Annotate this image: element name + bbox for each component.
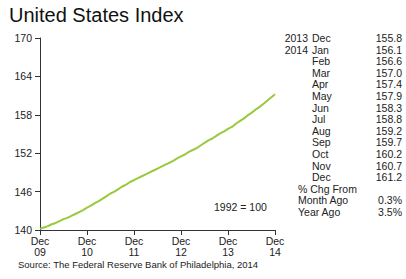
svg-text:146: 146	[14, 186, 32, 198]
svg-text:United States Index: United States Index	[9, 4, 184, 26]
html-text:Apr: Apr	[312, 78, 329, 91]
svg-text:Dec: Dec	[124, 234, 144, 247]
html-text:Month Ago: Month Ago	[298, 194, 349, 207]
svg-text:1992 = 100: 1992 = 100	[214, 201, 267, 213]
html-text:Sep: Sep	[312, 136, 331, 149]
html-text:3.5%: 3.5%	[378, 205, 402, 218]
svg-text:152: 152	[14, 147, 32, 159]
svg-text:Source: The Federal Reserve Ba: Source: The Federal Reserve Bank of Phil…	[18, 259, 258, 270]
svg-text:Dec: Dec	[265, 234, 285, 247]
svg-text:158: 158	[14, 109, 32, 121]
html-text:% Chg From: % Chg From	[298, 182, 357, 195]
html-text:Jul: Jul	[312, 113, 326, 126]
html-text:Oct: Oct	[312, 147, 329, 160]
svg-text:164: 164	[14, 70, 32, 82]
html-text:158.8: 158.8	[375, 113, 402, 126]
html-text:Aug: Aug	[312, 124, 331, 137]
html-text:May: May	[312, 90, 332, 102]
html-text:0.3%: 0.3%	[378, 194, 402, 207]
svg-text:170: 170	[14, 32, 32, 44]
svg-text:11: 11	[129, 246, 140, 258]
html-text:Nov: Nov	[312, 159, 331, 172]
svg-text:Dec: Dec	[30, 234, 50, 247]
html-text:Dec: Dec	[312, 171, 331, 184]
svg-text:Dec: Dec	[77, 234, 97, 247]
html-text:161.2: 161.2	[375, 171, 402, 184]
html-text:157.0: 157.0	[375, 66, 402, 79]
svg-text:13: 13	[222, 246, 234, 258]
html-text:156.1: 156.1	[375, 43, 402, 56]
svg-text:Dec: Dec	[218, 234, 238, 247]
html-text:2013 Dec: 2013 Dec	[284, 32, 331, 44]
html-text:157.9: 157.9	[375, 90, 402, 102]
html-text:158.3: 158.3	[375, 101, 402, 114]
svg-text:Dec: Dec	[171, 234, 191, 247]
html-text:159.2: 159.2	[375, 124, 402, 137]
html-text:159.7: 159.7	[375, 136, 402, 149]
html-text:2014 Jan: 2014 Jan	[284, 43, 329, 56]
html-text:157.4: 157.4	[375, 78, 402, 91]
html-text:Feb: Feb	[312, 55, 331, 68]
svg-text:12: 12	[175, 246, 187, 258]
svg-text:10: 10	[81, 246, 93, 258]
svg-text:09: 09	[34, 246, 46, 258]
html-text:Jun: Jun	[312, 101, 329, 114]
html-text:160.7: 160.7	[375, 159, 402, 172]
html-text:160.2: 160.2	[375, 147, 402, 160]
html-text:Year Ago: Year Ago	[298, 205, 341, 218]
html-text:156.6: 156.6	[375, 55, 402, 68]
svg-text:140: 140	[14, 224, 32, 236]
html-text:Mar: Mar	[312, 66, 331, 79]
html-text:155.8: 155.8	[375, 32, 402, 44]
svg-text:14: 14	[269, 246, 281, 258]
